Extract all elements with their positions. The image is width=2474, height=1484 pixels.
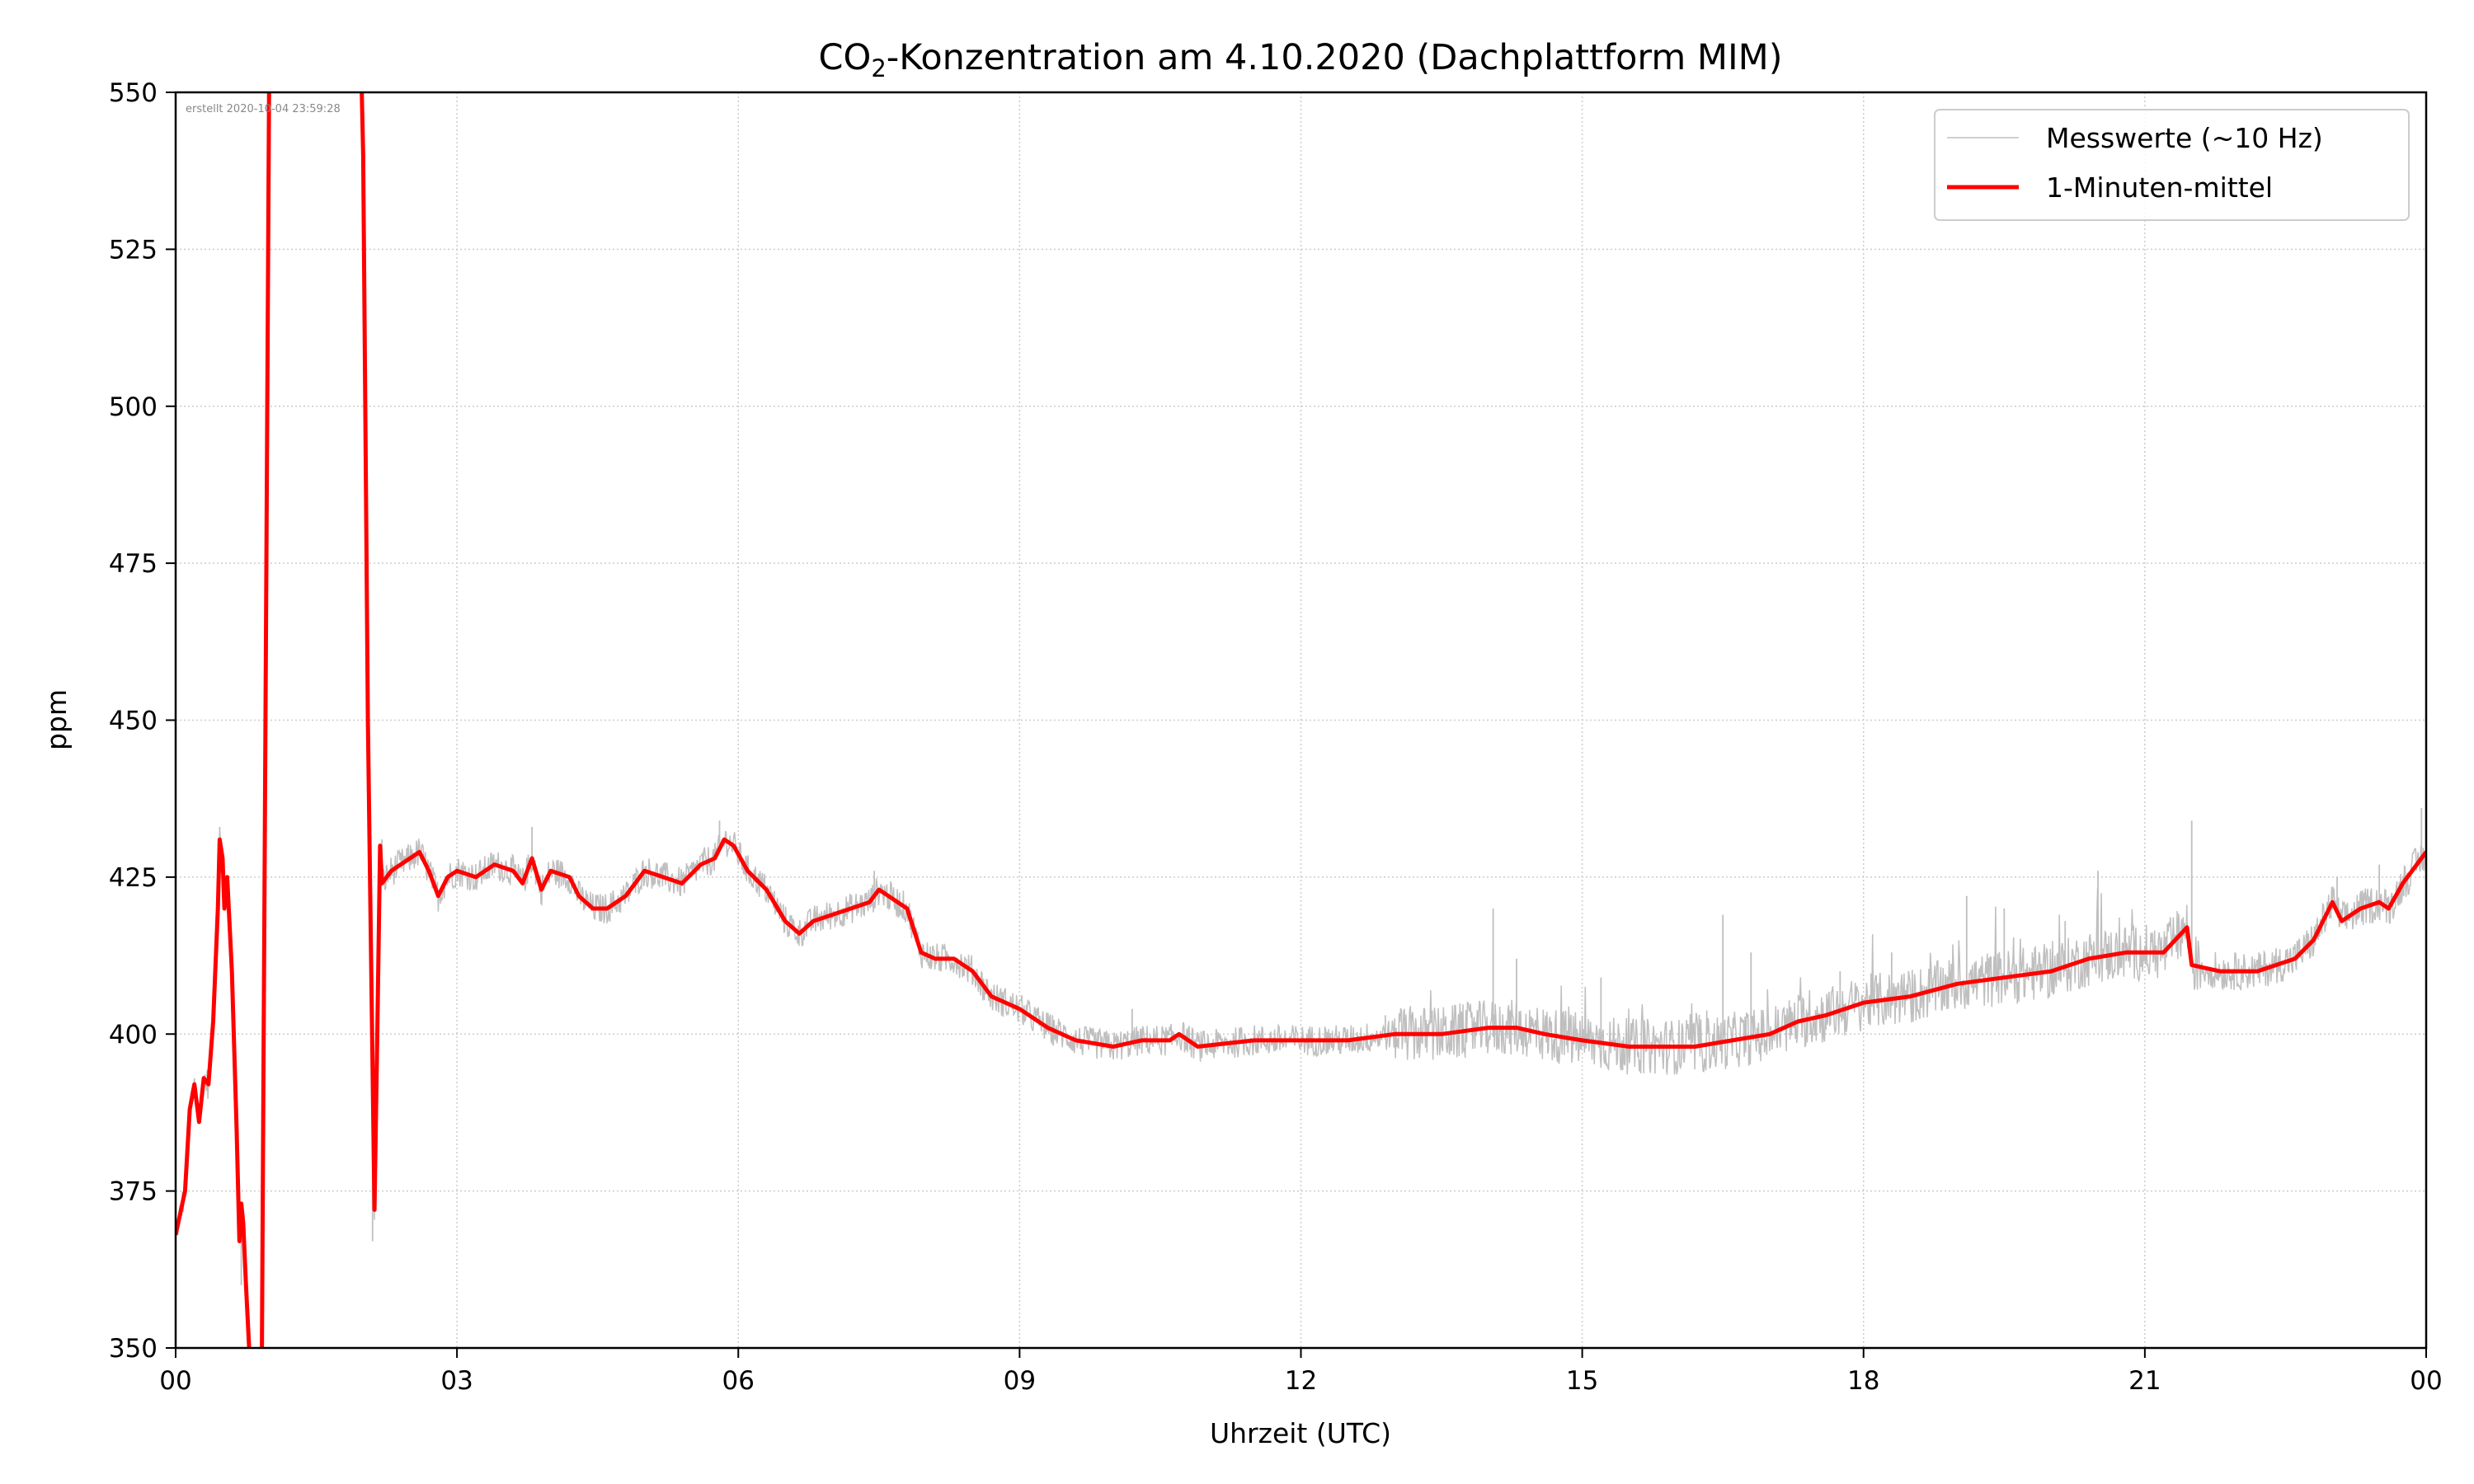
timestamp-note: erstellt 2020-10-04 23:59:28 [186, 103, 341, 115]
x-tick-label: 12 [1285, 1366, 1317, 1396]
y-axis-label: ppm [40, 689, 73, 750]
y-tick-label: 450 [109, 707, 158, 736]
y-tick-label: 500 [109, 392, 158, 422]
y-tick-label: 475 [109, 549, 158, 579]
y-tick-label: 550 [109, 78, 158, 108]
legend-label-mean: 1-Minuten-mittel [2046, 171, 2273, 204]
mean-series-line [176, 92, 2426, 1348]
x-tick-label: 09 [1004, 1366, 1036, 1396]
x-tick-label: 00 [159, 1366, 191, 1396]
x-tick-label: 21 [2128, 1366, 2161, 1396]
x-axis-label: Uhrzeit (UTC) [1210, 1417, 1391, 1449]
y-tick-label: 525 [109, 235, 158, 265]
x-tick-label: 03 [440, 1366, 473, 1396]
axes-ticks: 00 03 06 09 12 15 18 21 003503754004254504755005… [109, 78, 2443, 1396]
legend: Messwerte (~10 Hz) 1-Minuten-mittel [1934, 109, 2410, 221]
y-tick-label: 375 [109, 1177, 158, 1207]
y-tick-label: 350 [109, 1334, 158, 1364]
legend-box [1934, 109, 2410, 221]
plot-area [176, 92, 2426, 1348]
chart-title: CO2-Konzentration am 4.10.2020 (Dachplat… [818, 37, 1782, 82]
x-tick-label: 00 [2410, 1366, 2442, 1396]
y-tick-label: 425 [109, 863, 158, 893]
y-tick-label: 400 [109, 1020, 158, 1050]
x-tick-label: 18 [1847, 1366, 1879, 1396]
legend-label-raw: Messwerte (~10 Hz) [2046, 122, 2323, 154]
x-tick-label: 06 [722, 1366, 755, 1396]
x-tick-label: 15 [1566, 1366, 1598, 1396]
